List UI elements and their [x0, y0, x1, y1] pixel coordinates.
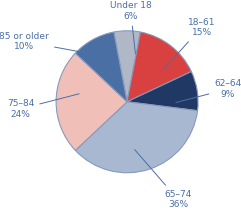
Text: 62–64
9%: 62–64 9%: [176, 79, 241, 102]
Wedge shape: [75, 32, 127, 102]
Wedge shape: [56, 53, 127, 150]
Text: 85 or older
10%: 85 or older 10%: [0, 32, 110, 57]
Text: 65–74
36%: 65–74 36%: [135, 150, 192, 209]
Text: Under 18
6%: Under 18 6%: [110, 1, 152, 54]
Text: 75–84
24%: 75–84 24%: [7, 94, 79, 119]
Text: 18–61
15%: 18–61 15%: [164, 17, 215, 69]
Wedge shape: [114, 31, 141, 102]
Wedge shape: [127, 32, 191, 102]
Wedge shape: [127, 72, 198, 111]
Wedge shape: [75, 102, 198, 173]
